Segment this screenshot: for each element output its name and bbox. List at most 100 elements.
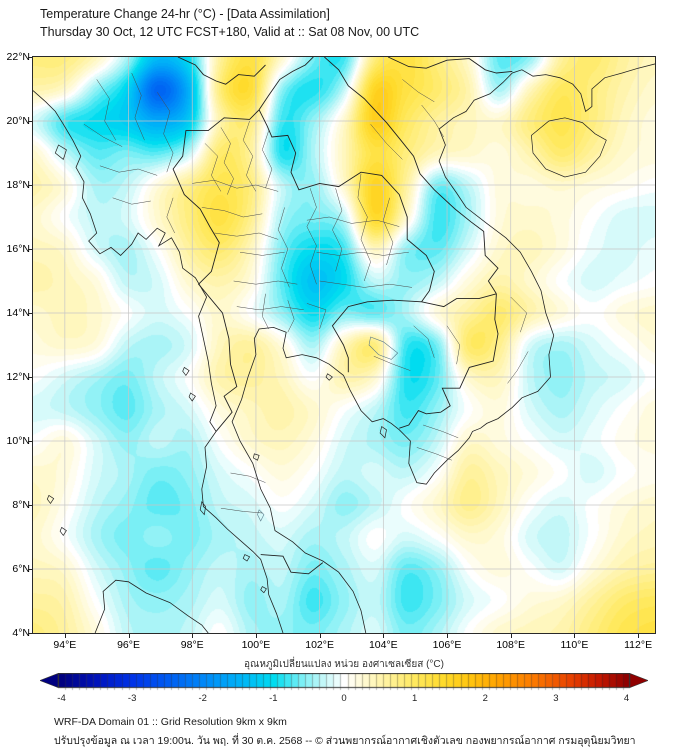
footer-domain-info: WRF-DA Domain 01 :: Grid Resolution 9km … [54, 716, 287, 728]
province-boundary [319, 280, 413, 288]
province-boundary [220, 127, 234, 195]
colorbar-tick-label: 2 [482, 693, 488, 704]
colorbar-tick-label: 4 [623, 693, 630, 704]
coastline [231, 63, 655, 633]
colorbar-right-arrow-icon [630, 673, 648, 688]
province-boundary [402, 79, 435, 103]
province-boundary [214, 232, 279, 240]
province-boundary [383, 197, 394, 266]
colorbar-title: อุณหภูมิเปลี่ยนแปลง หน่วย องศาเซลเซียส (… [244, 659, 444, 670]
lon-tick [383, 634, 385, 638]
province-boundary [357, 173, 371, 282]
colorbar-tick-label: -3 [127, 693, 137, 704]
map-title: Temperature Change 24-hr (°C) - [Data As… [40, 7, 330, 21]
country-border [258, 109, 435, 303]
province-boundary [166, 197, 175, 234]
lon-label: 100°E [241, 639, 271, 651]
country-border [324, 57, 499, 295]
province-boundary [220, 507, 263, 514]
province-boundary [230, 472, 266, 483]
colorbar-tick-label: -2 [198, 693, 207, 704]
province-boundary [423, 424, 459, 439]
lon-tick [447, 634, 449, 638]
lat-tick [28, 569, 32, 570]
lon-tick [192, 634, 194, 638]
colorbar-left-arrow-icon [40, 673, 58, 688]
province-boundary [306, 303, 327, 330]
island-outline [325, 373, 333, 381]
map-frame [32, 56, 656, 634]
lon-label: 104°E [368, 639, 398, 651]
country-border [258, 57, 314, 111]
lake-outline [257, 509, 265, 522]
lon-label: 102°E [305, 639, 334, 651]
lat-tick [28, 185, 32, 186]
country-border [172, 109, 260, 432]
lat-label: 18°N [6, 179, 30, 191]
province-boundary [112, 197, 151, 205]
lat-label: 14°N [6, 307, 30, 319]
province-boundary [287, 300, 295, 333]
province-boundary [156, 92, 174, 173]
lat-label: 8°N [12, 499, 30, 511]
province-boundary [332, 188, 343, 272]
country-border [260, 554, 324, 575]
province-boundary [99, 165, 158, 176]
lat-tick [28, 505, 32, 506]
province-boundary [370, 124, 403, 160]
lon-tick [510, 634, 512, 638]
island-outline [531, 117, 607, 178]
island-outline [59, 526, 67, 537]
province-boundary [306, 188, 317, 285]
lon-label: 110°E [560, 639, 589, 651]
province-boundary [316, 251, 409, 256]
lat-tick [28, 313, 32, 314]
province-boundary [413, 325, 435, 358]
island-outline [54, 144, 67, 160]
lon-label: 106°E [432, 639, 462, 651]
colorbar-scale-canvas [58, 673, 630, 693]
lon-label: 94°E [53, 639, 77, 651]
colorbar-tick-label: -1 [269, 693, 278, 704]
province-boundary [446, 325, 461, 365]
lat-tick [28, 377, 32, 378]
province-boundary [236, 306, 304, 311]
lat-label: 10°N [6, 435, 30, 447]
lat-label: 22°N [6, 51, 30, 63]
colorbar-tick-label: 1 [411, 693, 418, 704]
island-outline [199, 500, 206, 516]
lat-tick [28, 441, 32, 442]
lon-tick [128, 634, 130, 638]
country-border [399, 293, 499, 429]
lake-outline [368, 336, 399, 360]
colorbar-tick-label: 0 [341, 693, 347, 704]
lat-label: 16°N [6, 243, 30, 255]
lon-label: 98°E [180, 639, 204, 651]
footer-update-info: ปรับปรุงข้อมูล ณ เวลา 19:00น. วัน พฤ. ที… [54, 735, 636, 747]
lon-tick [64, 634, 66, 638]
province-boundary [239, 251, 285, 256]
island-outline [260, 586, 267, 594]
lat-label: 4°N [12, 627, 30, 639]
country-border [421, 293, 497, 308]
island-outline [46, 494, 55, 505]
province-boundary [507, 351, 529, 384]
lat-label: 12°N [6, 371, 30, 383]
lon-label: 96°E [117, 639, 140, 651]
province-boundary [373, 355, 411, 371]
lon-tick [574, 634, 576, 638]
province-boundary [201, 207, 263, 218]
province-boundary [204, 143, 222, 192]
lat-tick [28, 249, 32, 250]
province-boundary [277, 207, 290, 288]
province-boundary [306, 216, 400, 227]
lat-label: 6°N [12, 563, 30, 575]
coastline [33, 90, 284, 633]
map-subtitle: Thursday 30 Oct, 12 UTC FCST+180, Valid … [40, 25, 420, 39]
colorbar: -4 -3 -2 -1 0 1 2 3 4 [40, 673, 648, 705]
lat-tick [28, 121, 32, 122]
lat-label: 20°N [6, 115, 30, 127]
island-outline [379, 426, 387, 439]
right-arrow-shape [630, 673, 648, 688]
